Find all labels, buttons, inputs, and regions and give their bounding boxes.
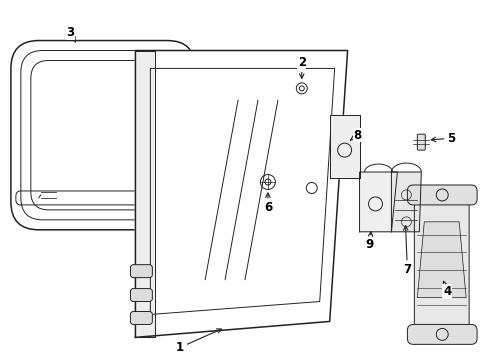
- FancyBboxPatch shape: [407, 185, 476, 205]
- Text: 7: 7: [403, 226, 410, 276]
- FancyBboxPatch shape: [413, 190, 468, 332]
- Text: 3: 3: [66, 26, 75, 42]
- Text: 6: 6: [263, 193, 271, 215]
- Text: 9: 9: [365, 232, 373, 251]
- Polygon shape: [329, 115, 359, 178]
- Polygon shape: [135, 50, 347, 337]
- Text: 4: 4: [442, 281, 450, 298]
- Polygon shape: [359, 172, 397, 232]
- Text: 1: 1: [176, 329, 221, 354]
- FancyBboxPatch shape: [130, 311, 152, 324]
- Text: 5: 5: [430, 132, 454, 145]
- FancyBboxPatch shape: [130, 265, 152, 278]
- FancyBboxPatch shape: [407, 324, 476, 345]
- Polygon shape: [390, 172, 421, 232]
- FancyBboxPatch shape: [130, 289, 152, 302]
- FancyBboxPatch shape: [416, 134, 425, 150]
- Text: 2: 2: [297, 56, 305, 78]
- Polygon shape: [135, 50, 155, 337]
- Text: 8: 8: [350, 129, 361, 142]
- Polygon shape: [416, 222, 465, 298]
